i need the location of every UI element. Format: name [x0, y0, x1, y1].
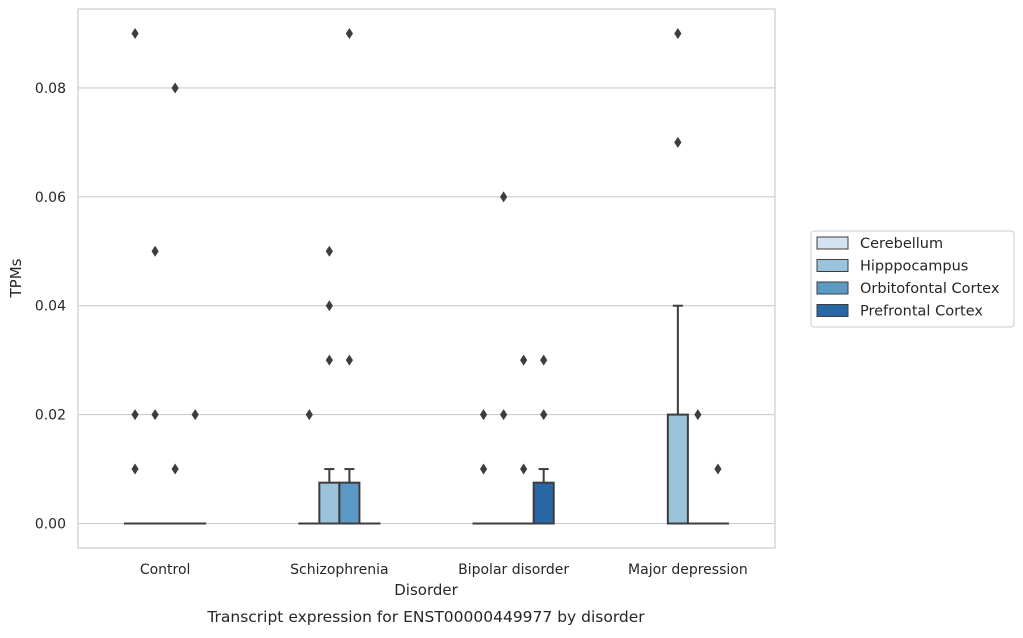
box-rect — [668, 415, 688, 524]
y-tick-label: 0.06 — [35, 190, 66, 206]
y-tick-label: 0.02 — [35, 408, 66, 424]
outlier-point — [326, 246, 333, 257]
outlier-point — [500, 191, 507, 202]
x-tick-label: Control — [140, 562, 191, 578]
box-prefrontal-cortex — [185, 409, 205, 523]
x-tick-label: Schizophrenia — [290, 562, 388, 578]
box-prefrontal-cortex — [708, 464, 728, 524]
x-axis-label: Disorder — [394, 581, 458, 599]
box-prefrontal-cortex — [534, 355, 554, 524]
y-tick-label: 0.00 — [35, 517, 66, 533]
box-orbitofontal-cortex — [514, 355, 534, 524]
legend-label: Orbitofontal Cortex — [860, 281, 1000, 297]
outlier-point — [131, 28, 138, 39]
outlier-point — [152, 246, 159, 257]
box-hipppocampus — [145, 246, 165, 524]
y-axis-ticks: 0.00 0.02 0.04 0.06 0.08 — [35, 81, 66, 533]
outlier-point — [714, 464, 721, 475]
outlier-point — [520, 355, 527, 366]
box-rect — [534, 483, 554, 524]
box-cerebellum — [125, 28, 145, 524]
outlier-point — [326, 300, 333, 311]
legend-swatch — [817, 260, 848, 272]
box-marks — [125, 28, 728, 524]
outlier-point — [346, 355, 353, 366]
box-orbitofontal-cortex — [339, 28, 359, 524]
outlier-point — [500, 409, 507, 420]
outlier-point — [306, 409, 313, 420]
legend-swatch — [817, 237, 848, 249]
y-axis-label: TPMs — [7, 258, 25, 298]
legend-label: Prefrontal Cortex — [860, 304, 983, 320]
box-orbitofontal-cortex — [165, 82, 185, 523]
box-orbitofontal-cortex — [688, 409, 708, 523]
box-rect — [339, 483, 359, 524]
outlier-point — [172, 464, 179, 475]
outlier-point — [480, 464, 487, 475]
box-rect — [319, 483, 339, 524]
outlier-point — [480, 409, 487, 420]
outlier-point — [520, 464, 527, 475]
outlier-point — [694, 409, 701, 420]
legend-label: Cerebellum — [860, 236, 943, 252]
y-tick-label: 0.04 — [35, 299, 66, 315]
y-tick-label: 0.08 — [35, 81, 66, 97]
x-tick-label: Major depression — [628, 562, 748, 578]
outlier-point — [674, 28, 681, 39]
legend-label: Hipppocampus — [860, 259, 968, 275]
chart-caption: Transcript expression for ENST0000044997… — [206, 608, 645, 626]
outlier-point — [326, 355, 333, 366]
box-cerebellum — [299, 409, 319, 523]
outlier-point — [192, 409, 199, 420]
x-axis-ticks: Control Schizophrenia Bipolar disorder Majo… — [140, 562, 748, 578]
outlier-point — [674, 137, 681, 148]
box-cerebellum — [474, 409, 494, 523]
box-hipppocampus — [668, 28, 688, 524]
outlier-point — [540, 409, 547, 420]
legend-swatch — [817, 305, 848, 317]
outlier-point — [540, 355, 547, 366]
box-hipppocampus — [494, 191, 514, 523]
legend-swatch — [817, 282, 848, 294]
legend: Cerebellum Hipppocampus Orbitofontal Corte… — [811, 231, 1014, 327]
x-tick-label: Bipolar disorder — [458, 562, 569, 578]
box-hipppocampus — [319, 246, 339, 524]
outlier-point — [172, 82, 179, 93]
outlier-point — [152, 409, 159, 420]
outlier-point — [131, 464, 138, 475]
outlier-point — [346, 28, 353, 39]
outlier-point — [131, 409, 138, 420]
